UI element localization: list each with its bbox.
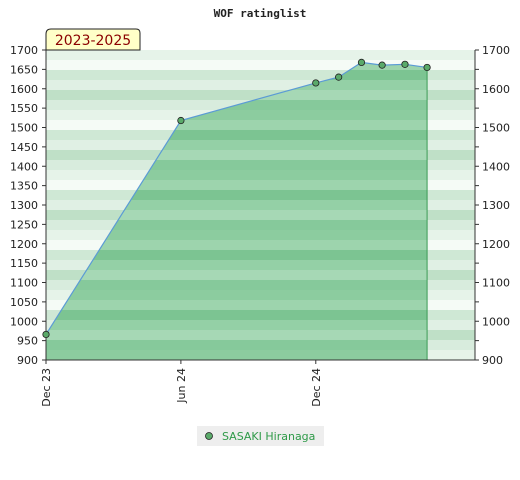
x-axis: Dec 23 Jun 24 Dec 24 bbox=[40, 359, 475, 407]
y-tick-label: 1150 bbox=[10, 257, 38, 270]
data-point bbox=[378, 61, 386, 69]
data-points bbox=[42, 58, 431, 339]
chart-title: WOF ratinglist bbox=[214, 7, 307, 20]
y-tick-label: 1600 bbox=[10, 83, 38, 96]
legend-marker bbox=[205, 432, 213, 440]
y-right-tick-label: 900 bbox=[482, 354, 503, 367]
y-tick-label: 1300 bbox=[10, 199, 38, 212]
y-axis-left: 900 950 1000 1050 1100 1150 1200 1250 1300 1350 14… bbox=[10, 44, 47, 367]
y-right-tick-label: 1000 bbox=[482, 315, 510, 328]
legend: SASAKI Hiranaga bbox=[197, 426, 324, 446]
x-tick-label: Dec 23 bbox=[40, 368, 53, 407]
data-point bbox=[401, 60, 409, 68]
data-point bbox=[335, 73, 343, 81]
y-tick-label: 1650 bbox=[10, 63, 38, 76]
y-right-tick-label: 1500 bbox=[482, 122, 510, 135]
data-point bbox=[177, 116, 185, 125]
y-tick-label: 1250 bbox=[10, 218, 38, 231]
data-point bbox=[423, 63, 431, 72]
period-badge-text: 2023-2025 bbox=[55, 33, 131, 49]
y-tick-label: 1350 bbox=[10, 180, 38, 193]
x-tick-label: Jun 24 bbox=[175, 368, 188, 404]
y-right-tick-label: 1100 bbox=[482, 277, 510, 290]
y-right-tick-label: 1700 bbox=[482, 44, 510, 57]
y-tick-label: 1700 bbox=[10, 44, 38, 57]
y-right-tick-label: 1200 bbox=[482, 238, 510, 251]
data-point bbox=[357, 58, 366, 67]
y-tick-label: 1100 bbox=[10, 277, 38, 290]
y-tick-label: 1400 bbox=[10, 160, 38, 173]
y-tick-label: 1500 bbox=[10, 122, 38, 135]
y-right-tick-label: 1300 bbox=[482, 199, 510, 212]
x-tick-label: Dec 24 bbox=[310, 368, 323, 407]
data-point bbox=[312, 79, 320, 87]
data-point bbox=[42, 330, 50, 339]
y-tick-label: 900 bbox=[17, 354, 38, 367]
y-tick-label: 1450 bbox=[10, 141, 38, 154]
y-tick-label: 1050 bbox=[10, 296, 38, 309]
y-tick-label: 1550 bbox=[10, 102, 38, 115]
y-axis-right: 900 1000 1100 1200 1300 1400 1500 1600 1700 bbox=[474, 44, 510, 367]
y-right-tick-label: 1600 bbox=[482, 83, 510, 96]
y-tick-label: 1200 bbox=[10, 238, 38, 251]
period-badge: 2023-2025 bbox=[45, 28, 141, 51]
y-tick-label: 1000 bbox=[10, 315, 38, 328]
y-tick-label: 950 bbox=[17, 335, 38, 348]
series-line bbox=[45, 61, 428, 335]
y-right-tick-label: 1400 bbox=[482, 160, 510, 173]
legend-entry: SASAKI Hiranaga bbox=[222, 430, 315, 443]
